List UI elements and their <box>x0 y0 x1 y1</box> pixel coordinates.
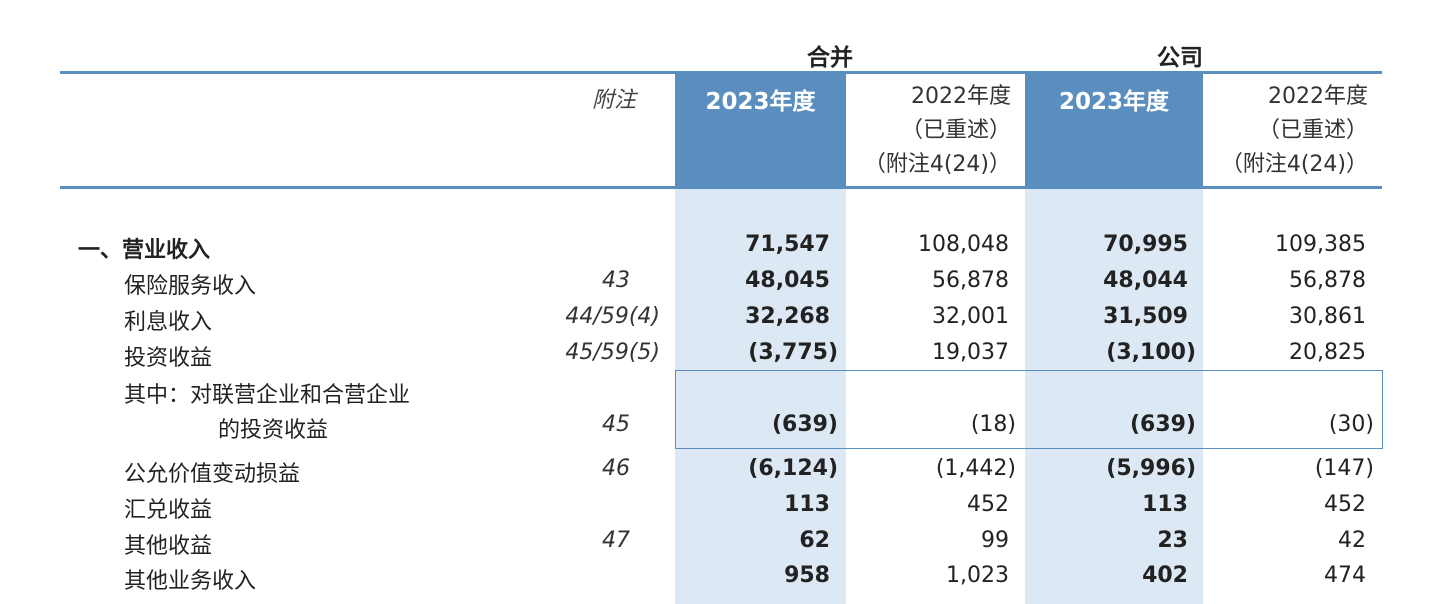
cell-c2023: (6,124) <box>748 456 838 481</box>
company-2022-header: 2022年度 （已重述） （附注4(24)） <box>1203 80 1368 182</box>
header-top-rule <box>60 71 1382 74</box>
col-2022-line2: （已重述） <box>900 118 1011 143</box>
row-note: 45/59(5) <box>565 340 660 365</box>
cell-c2023: 113 <box>784 492 830 517</box>
cell-c2023: 62 <box>799 528 830 553</box>
col-2022-line3: （附注4(24)） <box>863 152 1011 177</box>
cell-c2022: 108,048 <box>918 232 1009 257</box>
company-2023-header-bg <box>1025 74 1203 188</box>
company-2023-header: 2023年度 <box>1058 89 1169 115</box>
cell-p2023: 402 <box>1142 563 1188 588</box>
header-bottom-rule <box>60 186 1382 189</box>
cell-c2022: (1,442) <box>935 456 1016 481</box>
row-label: 其中：对联营企业和合营企业 <box>124 383 411 408</box>
cell-c2023: (3,775) <box>748 340 838 365</box>
cell-p2022: 109,385 <box>1275 232 1366 257</box>
cell-p2023: (5,996) <box>1106 456 1196 481</box>
cell-c2022: 452 <box>967 492 1009 517</box>
cell-p2022: (30) <box>1328 412 1374 437</box>
cell-p2023: 31,509 <box>1103 304 1188 329</box>
row-label: 公允价值变动损益 <box>124 462 301 487</box>
col-2022-line1: 2022年度 <box>911 84 1011 109</box>
col-2022-line3: （附注4(24)） <box>1220 152 1368 177</box>
cell-c2022: 56,878 <box>932 268 1009 293</box>
cell-c2023: 32,268 <box>745 304 830 329</box>
cell-p2022: 56,878 <box>1289 268 1366 293</box>
cell-p2022: 20,825 <box>1289 340 1366 365</box>
row-note: 44/59(4) <box>565 304 660 329</box>
cell-p2022: 42 <box>1338 528 1366 553</box>
consolidated-2023-column-shade <box>675 188 846 604</box>
col-2022-line2: （已重述） <box>1257 118 1368 143</box>
cell-p2023: 48,044 <box>1103 268 1188 293</box>
consolidated-2023-header-bg <box>675 74 846 188</box>
row-label: 其他收益 <box>124 534 213 559</box>
cell-p2022: (147) <box>1314 456 1374 481</box>
cell-c2023: 48,045 <box>745 268 830 293</box>
cell-p2023: (3,100) <box>1106 340 1196 365</box>
row-label: 保险服务收入 <box>124 274 257 299</box>
cell-p2023: 113 <box>1142 492 1188 517</box>
cell-c2022: 99 <box>981 528 1009 553</box>
cell-p2023: 23 <box>1157 528 1188 553</box>
row-label-continued: 的投资收益 <box>218 418 329 443</box>
cell-c2023: 71,547 <box>745 232 830 257</box>
row-note: 47 <box>602 528 630 553</box>
group-consolidated-title: 合并 <box>807 45 853 71</box>
cell-p2022: 452 <box>1324 492 1366 517</box>
company-2023-column-shade <box>1025 188 1203 604</box>
cell-c2023: (639) <box>771 412 838 437</box>
row-label: 利息收入 <box>124 310 213 335</box>
consolidated-2022-header: 2022年度 （已重述） （附注4(24)） <box>846 80 1011 182</box>
cell-p2023: (639) <box>1129 412 1196 437</box>
cell-c2022: (18) <box>970 412 1016 437</box>
note-column-header: 附注 <box>592 88 637 113</box>
row-label-operating-revenue: 一、营业收入 <box>78 238 211 263</box>
row-label: 其他业务收入 <box>124 569 257 594</box>
col-2022-line1: 2022年度 <box>1268 84 1368 109</box>
group-company-title: 公司 <box>1157 45 1203 71</box>
cell-p2022: 474 <box>1324 563 1366 588</box>
cell-p2023: 70,995 <box>1103 232 1188 257</box>
cell-c2022: 1,023 <box>946 563 1009 588</box>
cell-c2022: 19,037 <box>932 340 1009 365</box>
row-note: 43 <box>602 268 630 293</box>
row-label: 投资收益 <box>124 346 213 371</box>
cell-c2022: 32,001 <box>932 304 1009 329</box>
row-note: 46 <box>602 456 630 481</box>
consolidated-2023-header: 2023年度 <box>705 89 816 115</box>
cell-p2022: 30,861 <box>1289 304 1366 329</box>
row-label: 汇兑收益 <box>124 498 213 523</box>
cell-c2023: 958 <box>784 563 830 588</box>
row-note: 45 <box>602 412 630 437</box>
highlight-box <box>675 370 1383 449</box>
